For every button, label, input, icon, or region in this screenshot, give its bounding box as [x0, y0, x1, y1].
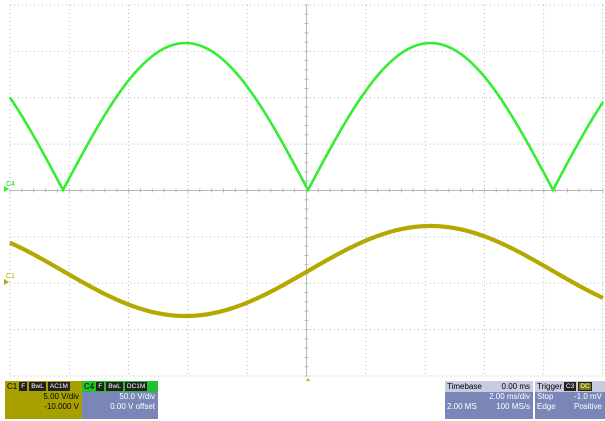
c4-tag-filter: F [96, 382, 105, 391]
trigger-header: Trigger C3 DC [535, 381, 605, 392]
timebase-sample-rate: 100 MS/s [496, 401, 530, 411]
timebase-label: Timebase [447, 381, 482, 391]
c4-tag-coupling: DC1M [124, 382, 148, 391]
timebase-header: Timebase 0.00 ms [445, 381, 533, 392]
c4-tag-bandwidth: BwL [106, 382, 123, 391]
c1-waveform-trace [9, 223, 604, 319]
c1-panel-name: C1 [7, 381, 18, 391]
c4-volts-per-div: 50.0 V/div [119, 392, 155, 401]
c1-tag-bandwidth: BwL [29, 382, 46, 391]
c4-panel-header: C4 F BwL DC1M [82, 381, 158, 392]
c1-panel-header: C1 F BwL AC1M [5, 381, 82, 392]
trigger-label: Trigger [537, 381, 563, 391]
c4-waveform-trace [8, 41, 605, 193]
trigger-mode: Stop [537, 392, 554, 401]
c1-offset: -10.000 V [44, 401, 79, 411]
c1-channel-panel[interactable]: C1 F BwL AC1M 5.00 V/div -10.000 V [5, 381, 82, 419]
trigger-slope: Positive [573, 401, 602, 411]
trigger-type-row: Edge Positive [535, 402, 605, 412]
trigger-mode-row: Stop -1.0 mV [535, 392, 605, 402]
timebase-time-per-div: 2.00 ms/div [489, 392, 530, 401]
waveform-grid [4, 4, 605, 381]
c4-channel-label[interactable]: C4 [6, 181, 15, 188]
c1-ground-level-marker[interactable] [4, 279, 9, 285]
c4-panel-name: C4 [84, 381, 95, 391]
c1-tag-filter: F [19, 382, 28, 391]
trigger-position-marker[interactable] [304, 378, 312, 381]
trigger-level: -1.0 mV [573, 392, 602, 401]
graticule [9, 4, 604, 377]
c1-channel-label[interactable]: C1 [6, 273, 15, 280]
trigger-type: Edge [537, 401, 556, 411]
timebase-acquisition-row: 2.00 MS 100 MS/s [445, 402, 533, 412]
c1-tag-coupling: AC1M [47, 382, 70, 391]
timebase-sample-count: 2.00 MS [447, 401, 477, 411]
trigger-coupling-tag: DC [578, 382, 592, 391]
trigger-panel[interactable]: Trigger C3 DC Stop -1.0 mV Edge Positive [535, 381, 605, 419]
trigger-source-tag: C3 [564, 382, 577, 391]
timebase-panel[interactable]: Timebase 0.00 ms 2.00 ms/div 2.00 MS 100… [445, 381, 533, 419]
c4-ground-level-marker[interactable] [4, 186, 9, 192]
c4-channel-panel[interactable]: C4 F BwL DC1M 50.0 V/div 0.00 V offset [82, 381, 158, 419]
c1-volts-per-div: 5.00 V/div [43, 392, 79, 401]
timebase-delay: 0.00 ms [501, 381, 530, 391]
c4-offset: 0.00 V offset [110, 401, 155, 411]
status-bar: C1 F BwL AC1M 5.00 V/div -10.000 V C4 F … [0, 381, 605, 421]
